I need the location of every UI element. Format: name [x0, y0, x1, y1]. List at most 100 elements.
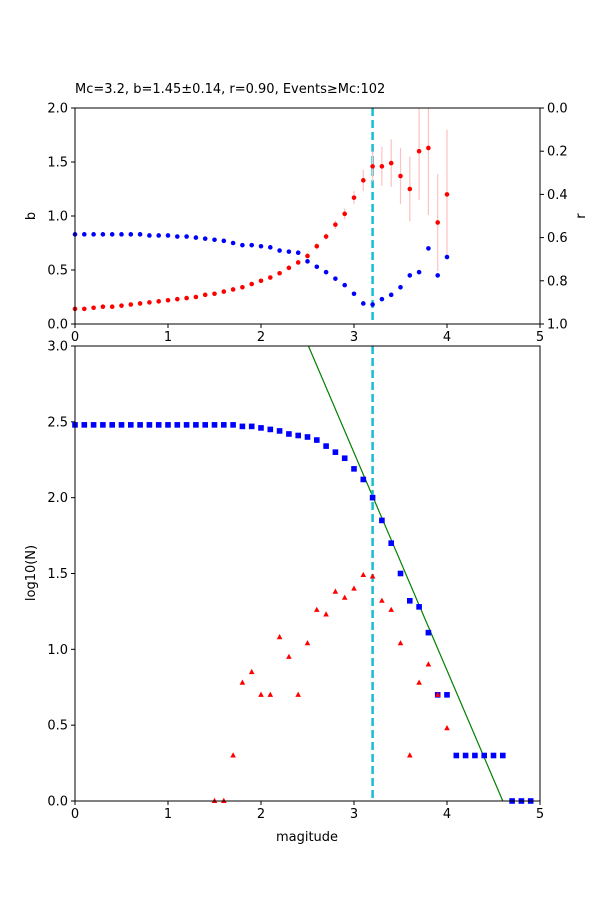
r-point	[416, 269, 422, 275]
x-tick-label: 4	[443, 807, 451, 822]
noncumulative-point	[258, 691, 264, 697]
fit-line	[307, 345, 504, 802]
cumulative-point	[81, 422, 88, 428]
y2-tick-label: 0.6	[547, 231, 568, 246]
r-point	[137, 232, 143, 237]
cumulative-point	[193, 422, 199, 428]
r-point	[193, 235, 199, 240]
noncumulative-point	[239, 679, 246, 685]
noncumulative-point	[388, 606, 394, 612]
y-tick-label: 3.0	[47, 340, 68, 355]
r-point	[407, 273, 413, 278]
noncumulative-point	[416, 679, 422, 685]
cumulative-point	[360, 476, 367, 483]
y-tick-label: 2.0	[47, 102, 68, 117]
b-point	[100, 304, 106, 310]
bottom-axes-ticks: 0 1 2 3 4 5 0.0 0.5 1.0 1.5 2.0 2.5 3.0	[47, 340, 544, 823]
cumulative-point	[165, 422, 171, 428]
r-point	[100, 232, 106, 237]
b-value-chart: Mc=3.2, b=1.45±0.14, r=0.90, Events≥Mc:1…	[24, 82, 589, 345]
noncumulative-point	[267, 691, 274, 697]
y2-tick-label: 0.8	[547, 274, 568, 289]
cumulative-point	[221, 422, 227, 428]
cumulative-point	[500, 752, 506, 759]
b-point	[258, 278, 264, 284]
r-point	[82, 232, 87, 237]
noncumulative-point	[332, 588, 339, 594]
cumulative-point	[258, 425, 264, 431]
r-point	[351, 291, 357, 297]
y-tick-label: 0.0	[47, 318, 68, 333]
cumulative-point	[481, 752, 487, 759]
top-axes-frame	[74, 107, 541, 325]
y-tick-label: 0.0	[47, 795, 68, 810]
b-point	[240, 284, 245, 290]
b-point	[295, 260, 301, 265]
b-point	[379, 164, 385, 169]
cumulative-point	[314, 437, 320, 443]
noncumulative-point	[341, 594, 348, 600]
chart-title: Mc=3.2, b=1.45±0.14, r=0.90, Events≥Mc:1…	[75, 82, 385, 97]
x-tick-label: 3	[350, 330, 358, 345]
cumulative-point	[341, 455, 348, 462]
y-tick-label: 0.5	[47, 264, 68, 279]
cumulative-point	[295, 432, 301, 439]
y-tick-label: 1.0	[47, 210, 68, 225]
r-point	[361, 301, 366, 306]
cumulative-point	[304, 434, 311, 440]
b-point	[128, 302, 134, 307]
cumulative-point	[146, 422, 153, 428]
cumulative-point	[369, 494, 376, 501]
b-point	[175, 296, 180, 302]
noncumulative-point	[351, 585, 357, 591]
cumulative-point	[444, 692, 450, 698]
noncumulative-point	[444, 725, 450, 731]
b-point	[314, 243, 320, 249]
cumulative-point	[90, 422, 97, 428]
r-point	[230, 240, 236, 246]
r-point	[258, 243, 264, 249]
r-point	[212, 237, 217, 243]
cumulative-point	[118, 422, 125, 428]
b-series	[72, 145, 450, 312]
y2-tick-label: 0.4	[547, 188, 568, 203]
cumulative-point	[267, 426, 274, 433]
b-point	[119, 303, 124, 308]
b-point	[305, 253, 310, 259]
cumulative-point	[248, 423, 255, 430]
b-point	[147, 300, 152, 305]
r-point	[109, 232, 115, 237]
x-tick-label: 2	[257, 807, 265, 822]
cumulative-point	[109, 422, 115, 428]
noncumulative-series	[211, 571, 450, 803]
cumulative-point	[276, 428, 283, 434]
cumulative-point	[286, 431, 292, 437]
b-point	[230, 287, 236, 292]
cumulative-point	[202, 422, 208, 428]
r-point	[398, 284, 403, 290]
cumulative-point	[351, 466, 357, 472]
noncumulative-point	[360, 571, 367, 578]
r-point	[333, 276, 338, 281]
noncumulative-point	[379, 597, 385, 603]
cumulative-point	[100, 422, 106, 428]
r-series	[72, 232, 450, 307]
noncumulative-point	[369, 573, 376, 579]
b-point	[407, 186, 413, 192]
b-point	[82, 306, 87, 312]
y-tick-label: 1.5	[47, 156, 68, 171]
noncumulative-point	[434, 691, 441, 697]
b-point	[444, 192, 450, 197]
noncumulative-point	[425, 661, 432, 667]
noncumulative-point	[230, 752, 236, 758]
b-point	[370, 164, 375, 169]
y2-tick-label: 0.2	[547, 145, 568, 160]
x-tick-label: 3	[350, 807, 358, 822]
b-point	[323, 234, 329, 239]
x-tick-label: 5	[536, 807, 544, 822]
r-point	[156, 233, 161, 238]
noncumulative-point	[323, 611, 329, 617]
r-point	[323, 269, 329, 275]
cumulative-point	[453, 752, 460, 759]
